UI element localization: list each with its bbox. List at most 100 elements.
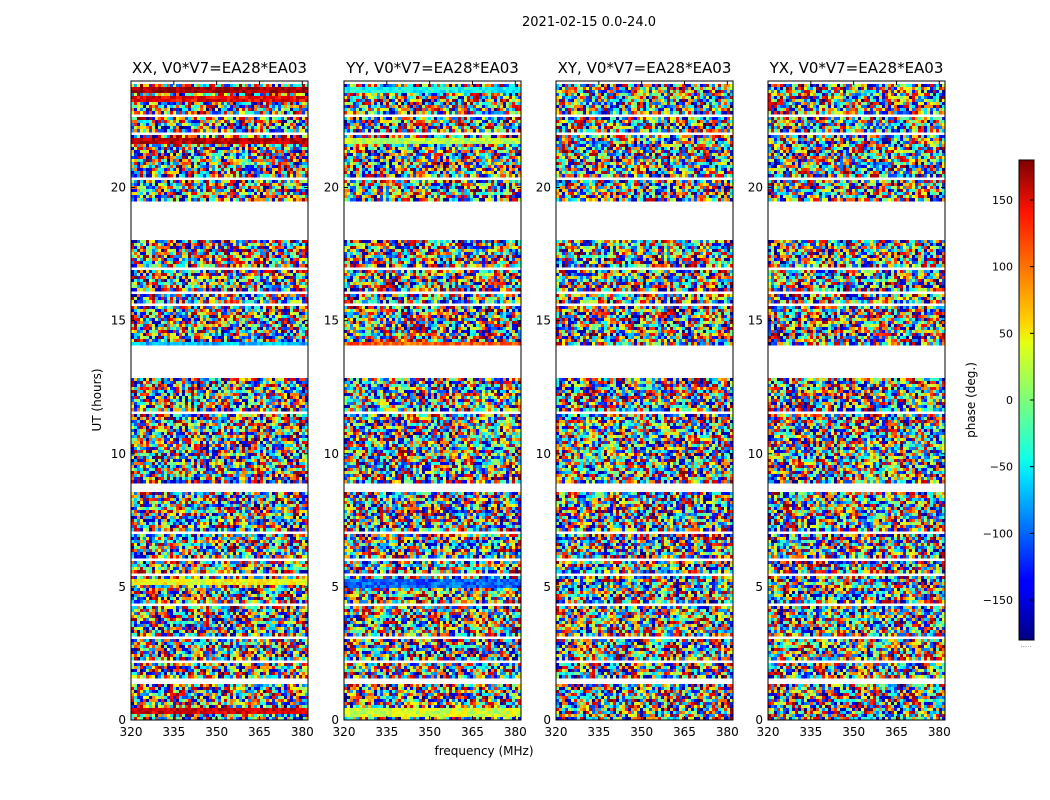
heatmap-cell — [212, 168, 216, 172]
heatmap-cell — [269, 285, 273, 289]
heatmap-cell — [305, 123, 309, 127]
heatmap-cell — [299, 144, 303, 148]
heatmap-cell — [296, 96, 300, 100]
heatmap-cell — [284, 414, 288, 418]
heatmap-cell — [293, 84, 297, 88]
heatmap-cell — [257, 195, 261, 199]
heatmap-cell — [272, 315, 276, 319]
heatmap-cell — [236, 108, 240, 112]
heatmap-cell — [236, 138, 240, 142]
heatmap-cell — [185, 150, 189, 154]
heatmap-cell — [170, 429, 174, 433]
heatmap-cell — [170, 171, 174, 175]
heatmap-cell — [167, 423, 171, 427]
heatmap-cell — [266, 138, 270, 142]
heatmap-cell — [158, 243, 162, 247]
heatmap-cell — [188, 165, 192, 169]
heatmap-cell — [212, 120, 216, 124]
heatmap-cell — [152, 381, 156, 385]
heatmap-cell — [299, 87, 303, 91]
heatmap-cell — [206, 168, 210, 172]
heatmap-cell — [251, 318, 255, 322]
heatmap-cell — [260, 141, 264, 145]
heatmap-cell — [200, 333, 204, 337]
heatmap-cell — [185, 84, 189, 88]
heatmap-cell — [185, 180, 189, 184]
heatmap-cell — [272, 150, 276, 154]
heatmap-cell — [137, 396, 141, 400]
heatmap-cell — [260, 90, 264, 94]
heatmap-cell — [284, 123, 288, 127]
heatmap-cell — [161, 102, 165, 106]
heatmap-cell — [260, 180, 264, 184]
heatmap-cell — [137, 312, 141, 316]
heatmap-cell — [209, 249, 213, 253]
heatmap-cell — [173, 264, 177, 268]
heatmap-cell — [218, 423, 222, 427]
heatmap-cell — [200, 180, 204, 184]
heatmap-cell — [176, 165, 180, 169]
heatmap-cell — [221, 162, 225, 166]
heatmap-cell — [230, 390, 234, 394]
heatmap-cell — [170, 417, 174, 421]
heatmap-cell — [251, 135, 255, 139]
heatmap-cell — [137, 150, 141, 154]
heatmap-cell — [200, 165, 204, 169]
heatmap-cell — [203, 276, 207, 280]
heatmap-cell — [152, 309, 156, 313]
heatmap-cell — [182, 129, 186, 133]
heatmap-cell — [140, 249, 144, 253]
heatmap-cell — [194, 396, 198, 400]
heatmap-cell — [182, 393, 186, 397]
heatmap-cell — [245, 288, 249, 292]
heatmap-cell — [176, 318, 180, 322]
heatmap-cell — [152, 417, 156, 421]
heatmap-cell — [275, 417, 279, 421]
heatmap-cell — [215, 93, 219, 97]
heatmap-cell — [248, 294, 252, 298]
heatmap-cell — [257, 156, 261, 160]
heatmap-cell — [137, 174, 141, 178]
heatmap-cell — [140, 297, 144, 301]
heatmap-cell — [212, 87, 216, 91]
heatmap-cell — [170, 249, 174, 253]
heatmap-cell — [140, 384, 144, 388]
heatmap-cell — [257, 378, 261, 382]
heatmap-cell — [131, 147, 135, 151]
heatmap-cell — [245, 111, 249, 115]
heatmap-cell — [212, 300, 216, 304]
heatmap-cell — [200, 282, 204, 286]
heatmap-cell — [266, 141, 270, 145]
heatmap-cell — [200, 429, 204, 433]
heatmap-cell — [227, 300, 231, 304]
heatmap-cell — [197, 123, 201, 127]
heatmap-cell — [233, 93, 237, 97]
heatmap-cell — [275, 246, 279, 250]
heatmap-cell — [200, 324, 204, 328]
heatmap-cell — [248, 417, 252, 421]
heatmap-cell — [245, 105, 249, 109]
heatmap-cell — [254, 393, 258, 397]
heatmap-cell — [203, 198, 207, 202]
heatmap-cell — [263, 147, 267, 151]
heatmap-cell — [149, 330, 153, 334]
heatmap-cell — [296, 285, 300, 289]
heatmap-cell — [293, 255, 297, 259]
heatmap-cell — [242, 279, 246, 283]
heatmap-cell — [149, 312, 153, 316]
heatmap-cell — [194, 165, 198, 169]
heatmap-cell — [164, 255, 168, 259]
heatmap-cell — [266, 414, 270, 418]
heatmap-cell — [257, 240, 261, 244]
heatmap-cell — [275, 90, 279, 94]
heatmap-cell — [137, 192, 141, 196]
heatmap-cell — [140, 129, 144, 133]
heatmap-cell — [221, 426, 225, 430]
heatmap-cell — [176, 264, 180, 268]
heatmap-cell — [245, 408, 249, 412]
heatmap-cell — [179, 87, 183, 91]
heatmap-cell — [215, 162, 219, 166]
heatmap-cell — [155, 330, 159, 334]
heatmap-cell — [299, 147, 303, 151]
heatmap-cell — [221, 99, 225, 103]
